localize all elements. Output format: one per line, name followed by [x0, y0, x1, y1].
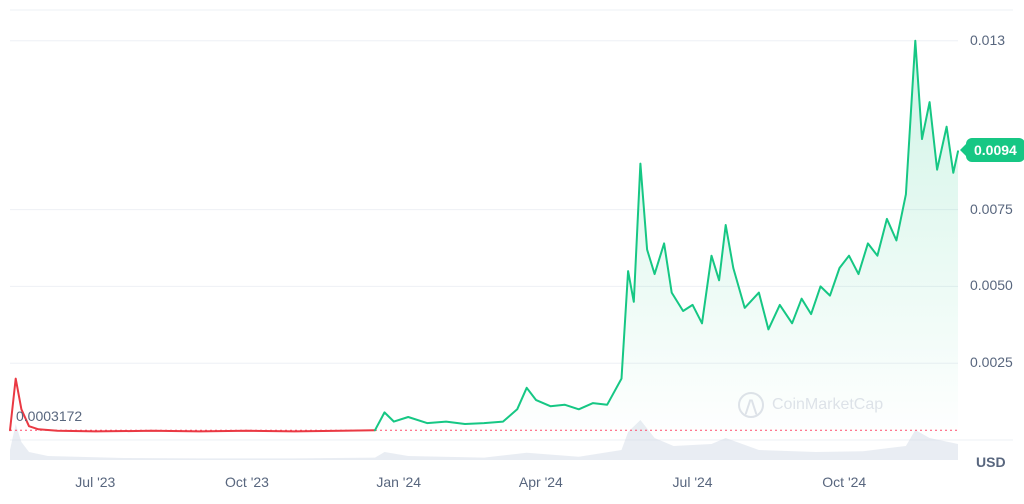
current-price-value: 0.0094 [974, 142, 1017, 158]
watermark: CoinMarketCap [738, 392, 883, 418]
y-axis-unit: USD [976, 454, 1006, 470]
current-price-badge: 0.0094 [966, 138, 1024, 162]
x-tick-label: Jul '23 [75, 474, 115, 490]
coinmarketcap-logo-icon [738, 392, 764, 418]
price-chart[interactable]: 0.013 0.0075 0.0050 0.0025 Jul '23 Oct '23 Ja… [0, 0, 1024, 504]
x-tick-label: Oct '23 [225, 474, 269, 490]
watermark-text: CoinMarketCap [772, 396, 883, 414]
y-tick-label: 0.0050 [970, 277, 1013, 293]
x-tick-label: Jul '24 [673, 474, 713, 490]
y-tick-label: 0.013 [970, 32, 1005, 48]
y-tick-label: 0.0025 [970, 354, 1013, 370]
x-tick-label: Apr '24 [519, 474, 563, 490]
start-value-label: 0.0003172 [16, 408, 82, 424]
chart-svg [0, 0, 1024, 504]
x-tick-label: Jan '24 [376, 474, 421, 490]
x-tick-label: Oct '24 [822, 474, 866, 490]
y-tick-label: 0.0075 [970, 201, 1013, 217]
